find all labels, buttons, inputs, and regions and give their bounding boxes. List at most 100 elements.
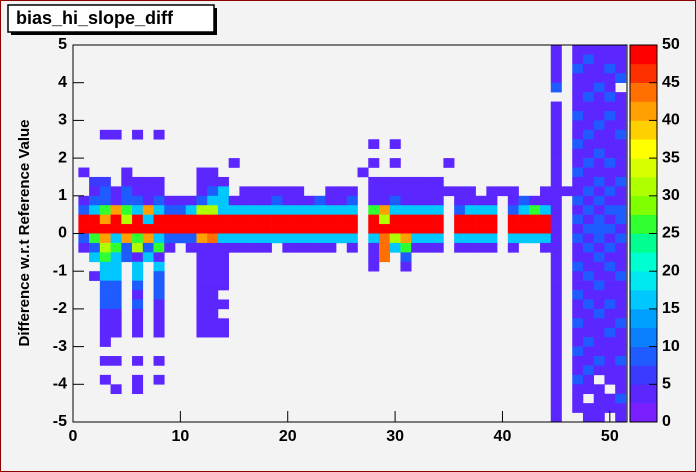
cell xyxy=(217,176,229,187)
cell xyxy=(582,92,595,102)
cell xyxy=(239,186,251,197)
cell xyxy=(217,186,229,197)
cell xyxy=(303,205,315,215)
cell xyxy=(411,214,423,225)
cell xyxy=(378,214,391,225)
cell xyxy=(550,365,562,376)
cell xyxy=(572,242,584,253)
cell xyxy=(604,308,616,319)
cell xyxy=(582,308,595,319)
cell xyxy=(207,327,219,338)
cell xyxy=(582,346,595,357)
cell xyxy=(293,214,305,225)
cell xyxy=(540,205,552,215)
cell xyxy=(582,73,595,83)
cell xyxy=(615,129,627,140)
cell xyxy=(615,384,627,395)
cell xyxy=(282,233,294,244)
cell xyxy=(142,186,154,197)
cell xyxy=(314,242,326,253)
cell xyxy=(604,186,616,197)
cell xyxy=(572,252,584,263)
cell xyxy=(132,233,144,244)
cell xyxy=(475,195,487,206)
cell xyxy=(593,242,605,253)
cell xyxy=(475,224,487,234)
cell xyxy=(464,186,476,197)
cell xyxy=(454,214,466,225)
cell xyxy=(411,233,423,244)
cell xyxy=(99,242,111,253)
colorbar-tick-label: 30 xyxy=(662,187,680,204)
cell xyxy=(314,214,326,225)
cell xyxy=(572,63,584,74)
cell xyxy=(303,214,315,225)
y-tick-label: -2 xyxy=(53,300,67,317)
cell xyxy=(132,261,144,272)
cell xyxy=(550,224,562,234)
cell xyxy=(593,129,605,140)
cell xyxy=(572,176,584,187)
cell xyxy=(615,356,627,366)
cell xyxy=(593,299,605,310)
cell xyxy=(572,120,584,131)
cell xyxy=(486,186,498,197)
cell xyxy=(110,308,122,319)
cell xyxy=(110,261,122,272)
cell xyxy=(207,195,219,206)
cell xyxy=(121,186,133,197)
cell xyxy=(593,308,605,319)
cell xyxy=(153,129,165,140)
cell xyxy=(572,82,584,93)
cell xyxy=(271,205,283,215)
cell xyxy=(604,271,616,281)
cell xyxy=(582,280,595,291)
cell xyxy=(389,214,401,225)
cell xyxy=(464,214,476,225)
cell xyxy=(582,110,595,121)
colorbar-tick-label: 5 xyxy=(662,376,671,393)
cell xyxy=(582,101,595,112)
cell xyxy=(78,214,90,225)
cell xyxy=(432,224,444,234)
cell xyxy=(368,233,380,244)
cell xyxy=(604,261,616,272)
cell xyxy=(110,299,122,310)
colorbar-tick-label: 0 xyxy=(662,413,671,430)
cell xyxy=(378,195,391,206)
cell xyxy=(153,356,165,366)
cell xyxy=(604,73,616,83)
cell xyxy=(593,186,605,197)
cell xyxy=(174,195,187,206)
cell xyxy=(142,214,154,225)
cell xyxy=(582,384,595,395)
cell xyxy=(604,110,616,121)
cell xyxy=(550,318,562,329)
colorbar-tick-label: 35 xyxy=(662,149,680,166)
cell xyxy=(99,224,111,234)
cell xyxy=(282,195,294,206)
cell xyxy=(572,271,584,281)
cell xyxy=(604,63,616,74)
cell xyxy=(550,167,562,178)
cell xyxy=(293,242,305,253)
cell xyxy=(615,224,627,234)
cell xyxy=(153,271,165,281)
cell xyxy=(604,176,616,187)
cell xyxy=(78,195,90,206)
cell xyxy=(357,167,369,178)
cell xyxy=(550,139,562,149)
cell xyxy=(239,214,251,225)
cell xyxy=(540,224,552,234)
cell xyxy=(217,233,229,244)
cell xyxy=(593,271,605,281)
cell xyxy=(561,186,573,197)
cell xyxy=(368,261,380,272)
cell xyxy=(110,290,122,300)
cell xyxy=(518,233,530,244)
cell xyxy=(529,205,541,215)
cell xyxy=(432,242,444,253)
cell xyxy=(336,233,348,244)
cell xyxy=(185,224,197,234)
cell xyxy=(99,271,111,281)
